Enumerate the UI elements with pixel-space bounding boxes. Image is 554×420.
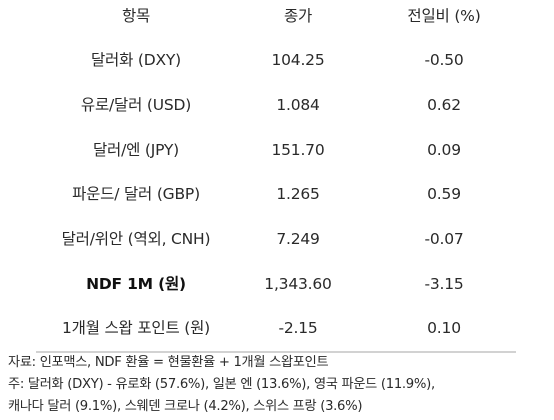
table-row: 달러/위안 (역외, CNH) 7.249 -0.07 xyxy=(0,223,554,255)
row-price: 1.084 xyxy=(276,96,320,114)
row-change: 0.62 xyxy=(427,96,461,114)
table-row: 달러/엔 (JPY) 151.70 0.09 xyxy=(0,134,554,166)
row-item: 달러/위안 (역외, CNH) xyxy=(61,230,211,248)
row-change: 0.59 xyxy=(427,185,461,203)
weight-note-line2: 캐나다 달러 (9.1%), 스웨덴 크로나 (4.2%), 스위스 프랑 (3… xyxy=(8,399,363,414)
row-item: 1개월 스왑 포인트 (원) xyxy=(61,319,211,337)
table-row: 유로/달러 (USD) 1.084 0.62 xyxy=(0,89,554,121)
table-row: 파운드/ 달러 (GBP) 1.265 0.59 xyxy=(0,178,554,210)
footnotes: 자료: 인포맥스, NDF 환율 = 현물환율 + 1개월 스왑포인트 주: 달… xyxy=(8,352,554,418)
row-item: NDF 1M (원) xyxy=(86,275,186,293)
table-divider xyxy=(36,351,516,353)
row-price: -2.15 xyxy=(278,319,318,337)
row-change: -0.50 xyxy=(424,51,464,69)
weight-note-line1: 주: 달러화 (DXY) - 유로화 (57.6%), 일본 엔 (13.6%)… xyxy=(8,377,435,392)
row-item: 달러화 (DXY) xyxy=(90,51,182,69)
header-item: 항목 xyxy=(121,7,151,25)
row-price: 151.70 xyxy=(271,141,325,159)
header-price: 종가 xyxy=(283,7,313,25)
row-item: 유로/달러 (USD) xyxy=(80,96,192,114)
row-price: 1,343.60 xyxy=(264,275,332,293)
row-item: 달러/엔 (JPY) xyxy=(92,141,180,159)
table-row-highlight: NDF 1M (원) 1,343.60 -3.15 xyxy=(0,268,554,300)
row-change: 0.10 xyxy=(427,319,461,337)
table-row: 달러화 (DXY) 104.25 -0.50 xyxy=(0,44,554,76)
source-note: 자료: 인포맥스, NDF 환율 = 현물환율 + 1개월 스왑포인트 xyxy=(8,355,329,370)
row-change: -0.07 xyxy=(424,230,464,248)
row-item: 파운드/ 달러 (GBP) xyxy=(72,185,200,203)
table-header-row: 항목 종가 전일비 (%) xyxy=(0,0,554,32)
row-change: -3.15 xyxy=(424,275,464,293)
row-price: 104.25 xyxy=(271,51,325,69)
table-row: 1개월 스왑 포인트 (원) -2.15 0.10 xyxy=(0,312,554,344)
row-price: 1.265 xyxy=(276,185,320,203)
row-price: 7.249 xyxy=(276,230,320,248)
row-change: 0.09 xyxy=(427,141,461,159)
header-change: 전일비 (%) xyxy=(407,7,481,25)
